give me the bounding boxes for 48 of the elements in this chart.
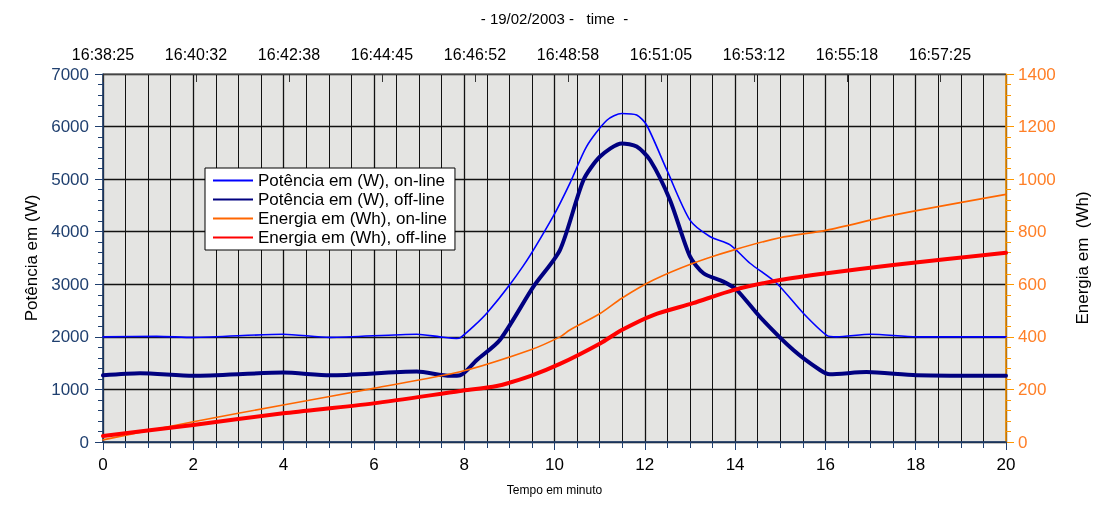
- y-axis-title: Potência em (W): [22, 194, 42, 322]
- x2-tick-label: 16:55:18: [815, 45, 879, 63]
- legend-label: Energia em (Wh), on-line: [258, 209, 447, 228]
- line-series: [102, 112, 1007, 340]
- x2-tick-label: 16:53:12: [722, 45, 786, 63]
- x-tick-label: 20: [996, 455, 1016, 474]
- x2-tick-label: 16:46:52: [443, 45, 507, 63]
- y-tick-label: 4000: [51, 222, 89, 242]
- y-tick-label: 6000: [51, 117, 89, 137]
- y2-axis-title: Energia em (Wh): [1073, 191, 1092, 325]
- line-series: [101, 141, 1008, 378]
- x-tick-label: 18: [906, 455, 926, 474]
- x2-tick-label: 16:57:25: [908, 45, 972, 63]
- y-tick-label: 0: [79, 432, 89, 452]
- legend-label: Potência em (W), on-line: [258, 171, 446, 190]
- x2-tick-label: 16:42:38: [257, 45, 321, 63]
- y-tick-label: 5000: [51, 169, 89, 189]
- x-tick-label: 16: [815, 455, 835, 474]
- x2-tick-label: 16:51:05: [629, 45, 693, 63]
- x2-tick-label: 16:44:45: [350, 45, 414, 63]
- y-tick-label: 7000: [51, 64, 89, 84]
- y-tick-label: 3000: [51, 274, 89, 294]
- x2-tick-label: 16:48:58: [536, 45, 600, 63]
- x2-tick-label: 16:40:32: [164, 45, 228, 63]
- x-tick-label: 0: [98, 455, 108, 474]
- x-tick-label: 6: [369, 455, 379, 474]
- y2-tick-label: 200: [1018, 379, 1047, 399]
- y2-tick-label: 1000: [1018, 169, 1056, 189]
- line-series: [101, 250, 1008, 438]
- legend-label: Potência em (W), off-line: [258, 190, 445, 209]
- x-tick-label: 12: [635, 455, 655, 474]
- y-tick-label: 2000: [51, 327, 89, 347]
- x-tick-label: 10: [545, 455, 564, 474]
- y2-tick-label: 600: [1018, 274, 1047, 294]
- x2-tick-label: 16:38:25: [71, 45, 135, 63]
- x-tick-label: 2: [188, 455, 199, 474]
- y2-tick-label: 0: [1018, 432, 1028, 452]
- y2-tick-label: 800: [1018, 222, 1047, 242]
- x-tick-label: 14: [725, 455, 745, 474]
- y-tick-label: 1000: [51, 379, 89, 399]
- legend-label: Energia em (Wh), off-line: [258, 228, 447, 247]
- x-axis-title: Tempo em minuto: [506, 483, 603, 497]
- x-tick-label: 4: [278, 455, 289, 474]
- y2-tick-label: 1200: [1018, 117, 1056, 137]
- y2-tick-label: 400: [1018, 327, 1047, 347]
- x2-axis-title: - 19/02/2003 - time -: [480, 10, 629, 27]
- x-tick-label: 8: [459, 455, 469, 474]
- y2-tick-label: 1400: [1018, 64, 1056, 84]
